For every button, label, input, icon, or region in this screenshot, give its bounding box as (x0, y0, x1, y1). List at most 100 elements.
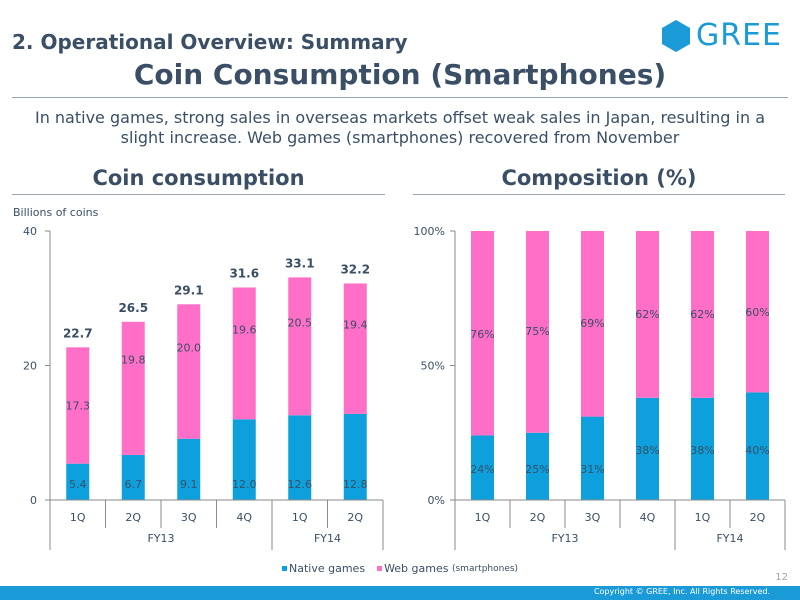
comp-label-native: 31% (580, 463, 604, 476)
comp-bar-native (691, 397, 714, 500)
comp-y-tick-label: 0% (428, 494, 445, 507)
coin-bar-native (177, 438, 201, 500)
coin-bar-web (288, 277, 312, 416)
native-swatch (282, 566, 287, 571)
coin-bar-web (232, 287, 256, 420)
coin-x-tick-label: 2Q (347, 511, 363, 524)
coin-label-web: 19.4 (343, 319, 368, 332)
legend-web-label: Web games (384, 562, 449, 575)
legend-native: Native games (282, 562, 365, 575)
coin-label-native: 12.0 (232, 478, 257, 491)
comp-x-tick-label: 4Q (640, 511, 656, 524)
coin-x-tick-label: 3Q (181, 511, 197, 524)
comp-bar-web (471, 231, 494, 436)
footer-bar (0, 586, 800, 600)
coin-label-total: 26.5 (118, 301, 148, 315)
coin-bar-web (343, 283, 367, 414)
comp-bar-web (636, 231, 659, 398)
right-heading-divider (413, 194, 785, 195)
comp-bar-web (526, 231, 549, 433)
coin-label-native: 9.1 (180, 478, 198, 491)
comp-x-tick-label: 2Q (530, 511, 546, 524)
hexagon-icon (662, 19, 690, 52)
copyright-text: Copyright © GREE, Inc. All Rights Reserv… (593, 587, 770, 596)
coin-label-total: 31.6 (229, 266, 259, 280)
page-subtitle: In native games, strong sales in oversea… (34, 108, 766, 147)
coin-label-web: 17.3 (66, 400, 91, 413)
comp-y-tick-label: 50% (421, 360, 445, 373)
coin-label-native: 5.4 (69, 478, 87, 491)
comp-bar-web (691, 231, 714, 398)
legend-web-sublabel: (smartphones) (451, 563, 519, 574)
comp-label-native: 25% (525, 463, 549, 476)
coin-label-total: 29.1 (174, 283, 204, 297)
comp-label-native: 24% (470, 463, 494, 476)
coin-label-web: 19.6 (232, 323, 257, 336)
comp-label-web: 62% (635, 308, 659, 321)
comp-bar-native (746, 392, 769, 500)
coin-y-tick-label: 40 (23, 225, 37, 238)
comp-bar-native (526, 432, 549, 500)
comp-bar-native (636, 397, 659, 500)
chart-legend: Native games Web games (smartphones) (282, 562, 518, 575)
coin-label-native: 12.6 (288, 478, 313, 491)
comp-bar-web (581, 231, 604, 417)
coin-label-web: 20.0 (177, 342, 202, 355)
logo-text: GREE (696, 18, 783, 53)
comp-label-native: 38% (690, 444, 714, 457)
page-title: Coin Consumption (Smartphones) (133, 58, 667, 91)
legend-native-label: Native games (289, 562, 366, 575)
coin-label-total: 32.2 (340, 262, 370, 276)
comp-label-web: 60% (745, 306, 769, 319)
coin-consumption-heading: Coin consumption (92, 166, 305, 190)
coin-bar-native (343, 413, 367, 500)
coin-x-tick-label: 4Q (236, 511, 252, 524)
web-swatch (377, 566, 383, 571)
comp-label-web: 75% (525, 325, 549, 338)
coin-label-web: 20.5 (288, 316, 313, 329)
page-number: 12 (775, 572, 788, 583)
coin-bar-web (177, 304, 201, 439)
coin-label-native: 6.7 (125, 478, 143, 491)
comp-x-tick-label: 2Q (750, 511, 766, 524)
comp-group-label: FY14 (716, 532, 743, 545)
legend-web: Web games (smartphones) (377, 562, 518, 575)
y-unit-label: Billions of coins (13, 206, 99, 219)
comp-label-native: 38% (635, 444, 659, 457)
composition-heading: Composition (%) (501, 166, 697, 190)
coin-y-tick-label: 20 (23, 360, 37, 373)
coin-group-label: FY14 (314, 532, 341, 545)
coin-label-total: 22.7 (63, 326, 93, 340)
coin-bar-web (66, 347, 90, 464)
coin-y-tick-label: 0 (30, 494, 37, 507)
coin-label-total: 33.1 (285, 256, 315, 270)
gree-logo: GREE (660, 18, 782, 53)
title-divider (12, 97, 788, 98)
comp-bar-web (746, 231, 769, 393)
comp-label-native: 40% (745, 444, 769, 457)
comp-x-tick-label: 3Q (585, 511, 601, 524)
coin-bar-native (288, 415, 312, 500)
coin-bar-web (121, 321, 145, 455)
comp-group-label: FY13 (551, 532, 578, 545)
coin-bar-native (232, 419, 256, 500)
section-title: 2. Operational Overview: Summary (12, 30, 408, 54)
coin-bar-native (121, 454, 145, 500)
left-heading-divider (12, 194, 385, 195)
coin-label-native: 12.8 (343, 478, 368, 491)
comp-y-tick-label: 100% (414, 225, 445, 238)
comp-x-tick-label: 1Q (475, 511, 491, 524)
comp-bar-native (471, 435, 494, 500)
coin-group-label: FY13 (147, 532, 174, 545)
comp-label-web: 76% (470, 328, 494, 341)
coin-x-tick-label: 1Q (292, 511, 308, 524)
coin-x-tick-label: 1Q (70, 511, 86, 524)
comp-bar-native (581, 416, 604, 500)
comp-label-web: 69% (580, 317, 604, 330)
coin-x-tick-label: 2Q (125, 511, 141, 524)
comp-label-web: 62% (690, 308, 714, 321)
coin-label-web: 19.8 (121, 353, 146, 366)
comp-x-tick-label: 1Q (695, 511, 711, 524)
coin-bar-native (66, 463, 90, 500)
